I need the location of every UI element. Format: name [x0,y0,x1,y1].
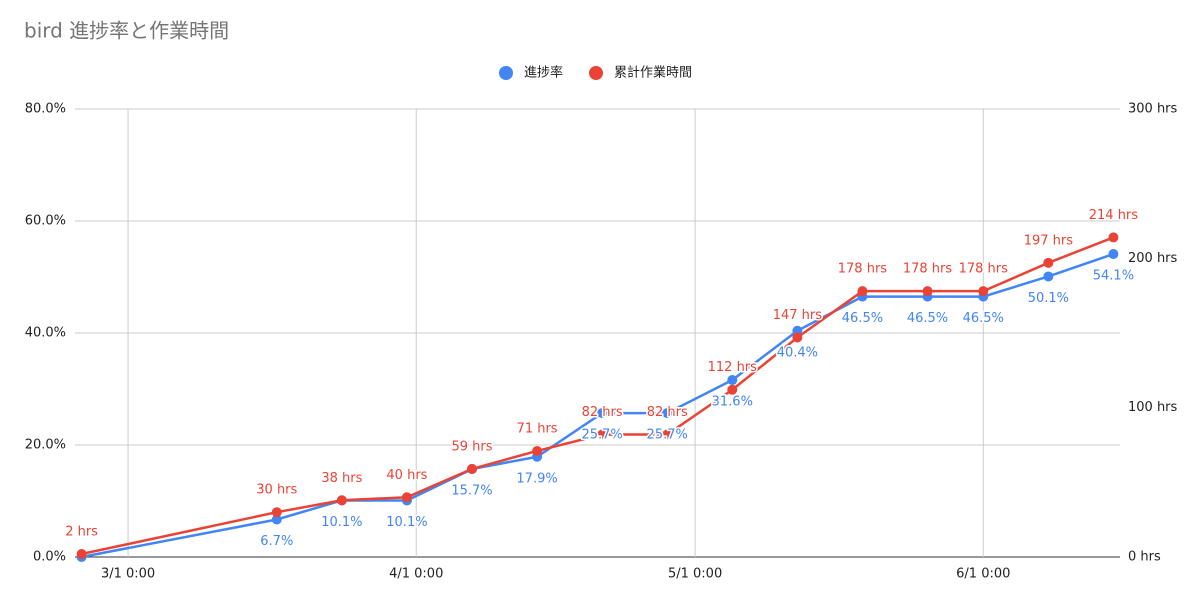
point [467,463,478,474]
point [271,514,282,525]
legend-label: 進捗率 [524,65,563,81]
y2-tick-label: 300 hrs [1128,102,1178,117]
point [76,549,87,560]
point [597,408,608,419]
point [978,286,989,297]
point [401,492,412,503]
chart-title: bird 進捗率と作業時間 [24,19,229,43]
data-label: 38 hrs [321,471,362,486]
data-label: 2 hrs [65,525,98,540]
y-tick-label: 0.0% [33,550,66,565]
y2-tick-label: 200 hrs [1128,251,1178,266]
legend-marker [589,66,603,80]
x-tick-label: 3/1 0:00 [101,567,155,582]
data-label: 50.1% [1028,291,1069,306]
data-label: 46.5% [907,311,948,326]
data-label: 147 hrs [773,308,823,323]
point [532,445,543,456]
data-label: 31.6% [712,395,753,410]
data-label: 15.7% [451,484,492,499]
y-tick-label: 80.0% [25,102,66,117]
point [727,384,738,395]
data-label: 10.1% [386,515,427,530]
data-label: 10.1% [321,515,362,530]
point [792,332,803,343]
point [271,507,282,518]
data-label: 178 hrs [838,262,888,277]
point [727,375,738,386]
data-label: 25.7% [647,428,688,443]
data-label: 112 hrs [708,360,758,375]
x-tick-label: 6/1 0:00 [956,567,1010,582]
legend-label: 累計作業時間 [614,65,692,81]
data-label: 40 hrs [386,468,427,483]
data-label: 214 hrs [1089,208,1139,223]
x-tick-label: 5/1 0:00 [668,567,722,582]
point [1043,271,1054,282]
data-label: 178 hrs [959,262,1009,277]
point [1108,249,1119,260]
data-label: 59 hrs [451,439,492,454]
point [1108,232,1119,243]
point [857,286,868,297]
data-label: 54.1% [1093,269,1134,284]
y2-tick-label: 0 hrs [1128,550,1161,565]
data-label: 71 hrs [517,421,558,436]
legend-marker [499,66,513,80]
y-tick-label: 60.0% [25,214,66,229]
data-label: 17.9% [516,471,557,486]
data-label: 46.5% [963,311,1004,326]
y-tick-label: 40.0% [25,326,66,341]
point [662,429,673,440]
data-label: 197 hrs [1024,233,1074,248]
y2-tick-label: 100 hrs [1128,400,1178,415]
data-label: 6.7% [260,534,293,549]
point [662,408,673,419]
point [336,495,347,506]
series-line [81,236,1114,556]
point [922,286,933,297]
data-label: 40.4% [777,345,818,360]
point [1043,257,1054,268]
data-label: 25.7% [581,428,622,443]
data-label: 46.5% [842,311,883,326]
data-label: 30 hrs [256,483,297,498]
data-label: 82 hrs [582,405,623,420]
x-tick-label: 4/1 0:00 [389,567,443,582]
data-label: 82 hrs [647,405,688,420]
point [597,429,608,440]
data-label: 178 hrs [903,262,953,277]
y-tick-label: 20.0% [25,438,66,453]
